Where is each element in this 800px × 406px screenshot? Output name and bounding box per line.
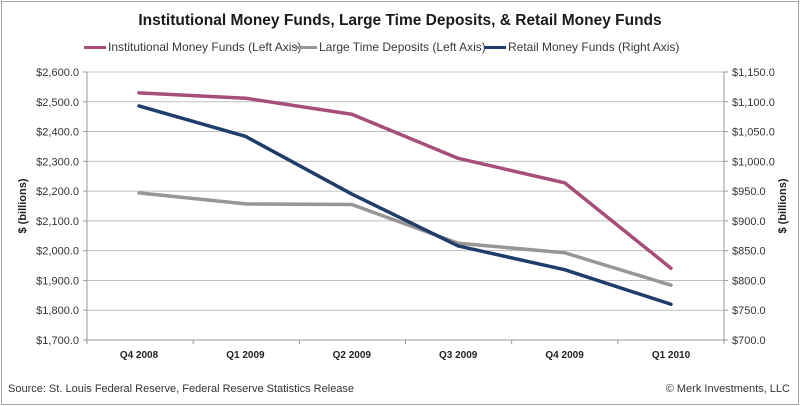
series-line-large-time [137, 191, 673, 287]
legend-swatch-retail [484, 45, 506, 49]
legend-item-institutional: Institutional Money Funds (Left Axis) [84, 40, 301, 54]
legend-item-large-time: Large Time Deposits (Left Axis) [295, 40, 486, 54]
chart-legend: Institutional Money Funds (Left Axis) La… [0, 40, 800, 58]
legend-label-retail: Retail Money Funds (Right Axis) [508, 40, 680, 54]
right-axis-tick-label: $1,150.0 [732, 67, 775, 79]
left-axis-tick-label: $1,700.0 [36, 335, 79, 347]
right-axis-tick-label: $800.0 [732, 275, 766, 287]
left-axis-tick-label: $2,500.0 [36, 97, 79, 109]
left-axis-tick-label: $2,100.0 [36, 216, 79, 228]
right-axis-tick-label: $1,050.0 [732, 127, 775, 139]
copyright-note: © Merk Investments, LLC [665, 383, 790, 395]
left-axis-title: $ (billions) [17, 178, 29, 233]
axes [83, 71, 728, 344]
left-axis-tick-label: $2,200.0 [36, 186, 79, 198]
series-line-institutional [137, 91, 673, 270]
right-axis-tick-label: $700.0 [732, 335, 766, 347]
x-axis-category-label: Q4 2009 [545, 350, 584, 361]
right-axis-tick-label: $900.0 [732, 216, 766, 228]
legend-label-institutional: Institutional Money Funds (Left Axis) [108, 40, 302, 54]
right-axis-tick-label: $850.0 [732, 246, 766, 258]
legend-label-large-time: Large Time Deposits (Left Axis) [319, 40, 486, 54]
right-axis-title: $ (billions) [777, 178, 789, 233]
legend-swatch-large-time [295, 45, 317, 49]
right-axis-tick-label: $750.0 [732, 305, 766, 317]
left-axis-tick-label: $1,900.0 [36, 275, 79, 287]
axis-labels: $1,700.0 $700.0 $1,800.0 $750.0 $1,900.0 $800… [17, 67, 789, 361]
right-axis-tick-label: $1,000.0 [732, 156, 775, 168]
legend-item-retail: Retail Money Funds (Right Axis) [484, 40, 679, 54]
gridlines [87, 71, 724, 341]
legend-swatch-institutional [84, 45, 106, 49]
left-axis-tick-label: $2,600.0 [36, 67, 79, 79]
x-axis-category-label: Q2 2009 [333, 350, 372, 361]
right-axis-tick-label: $1,100.0 [732, 97, 775, 109]
x-axis-category-label: Q3 2009 [439, 350, 478, 361]
x-axis-category-label: Q4 2008 [120, 350, 159, 361]
chart-title: Institutional Money Funds, Large Time De… [138, 12, 662, 29]
source-note: Source: St. Louis Federal Reserve, Feder… [8, 383, 355, 395]
series-lines [137, 91, 673, 307]
left-axis-tick-label: $2,400.0 [36, 127, 79, 139]
x-axis-category-label: Q1 2009 [226, 350, 265, 361]
x-axis-category-label: Q1 2010 [652, 350, 691, 361]
series-line-retail [137, 104, 673, 307]
right-axis-tick-label: $950.0 [732, 186, 766, 198]
left-axis-tick-label: $2,000.0 [36, 246, 79, 258]
left-axis-tick-label: $1,800.0 [36, 305, 79, 317]
left-axis-tick-label: $2,300.0 [36, 156, 79, 168]
